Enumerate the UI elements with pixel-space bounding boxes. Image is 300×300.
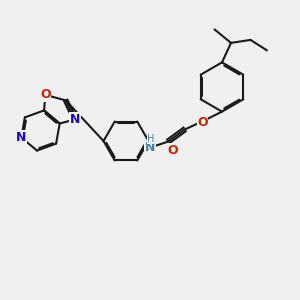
- Text: H: H: [147, 134, 154, 144]
- Text: O: O: [197, 116, 208, 129]
- Text: O: O: [40, 88, 51, 101]
- Text: O: O: [167, 144, 178, 157]
- Text: N: N: [145, 141, 155, 154]
- Text: N: N: [16, 131, 26, 144]
- Text: N: N: [70, 113, 80, 126]
